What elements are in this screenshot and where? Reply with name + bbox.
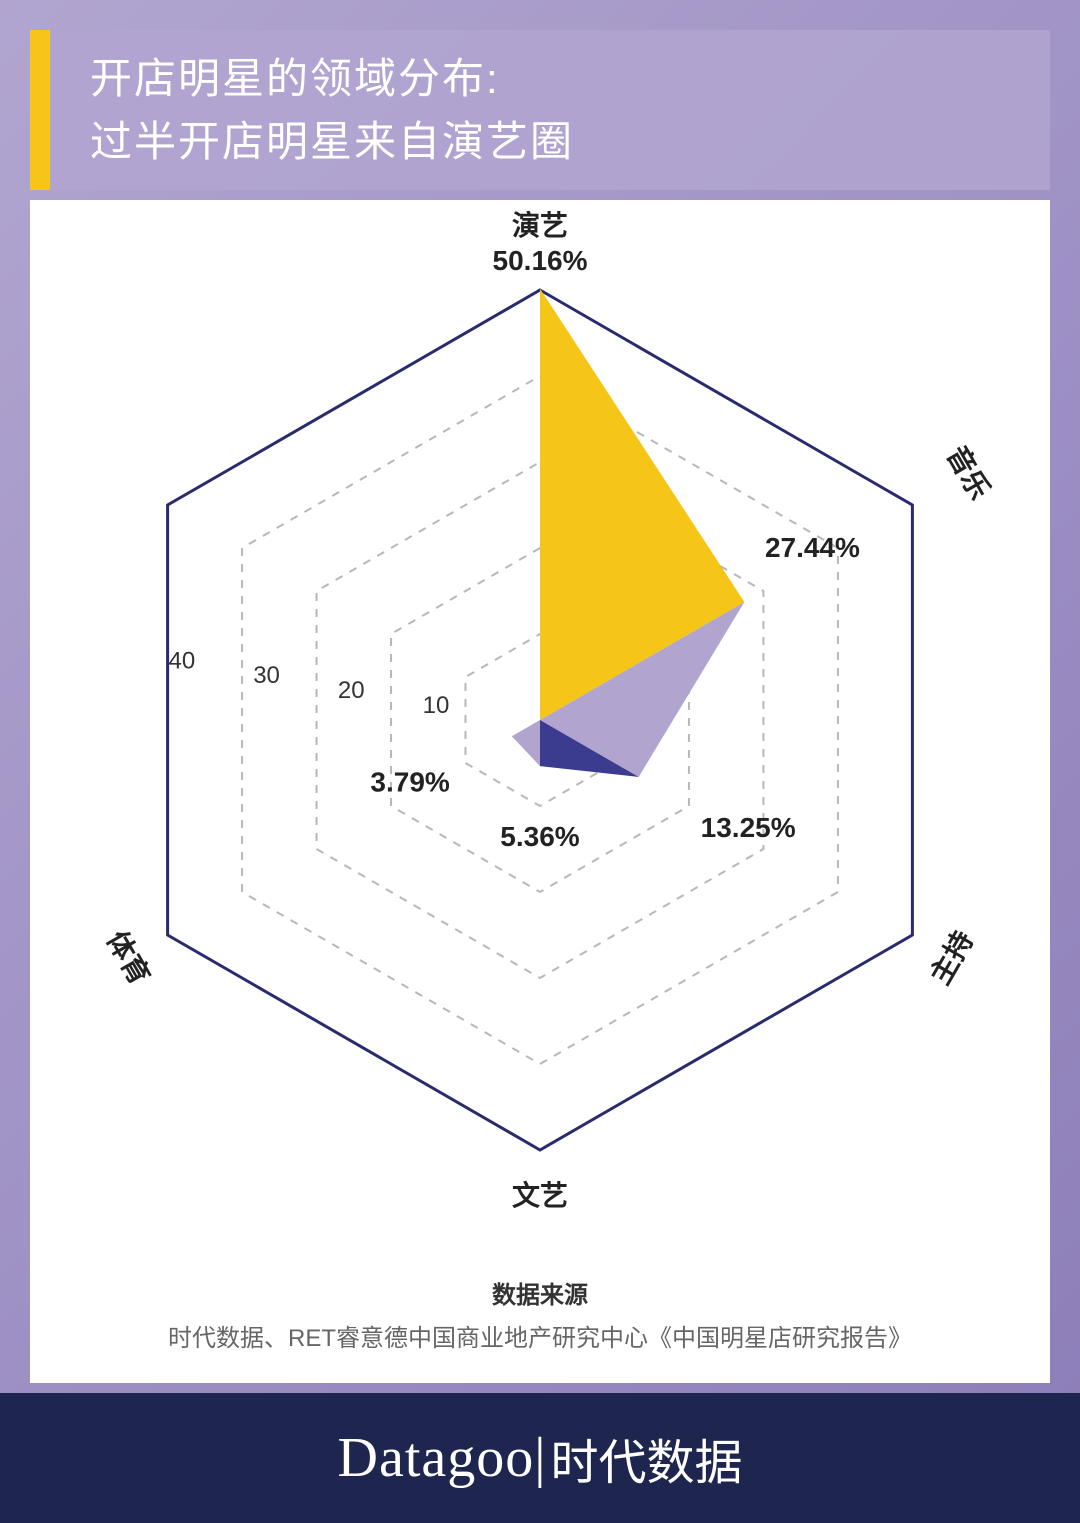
radar-segment-1 [540,289,744,720]
value-label-4: 3.79% [370,766,449,797]
title-line-1: 开店明星的领域分布: [90,55,500,102]
value-label-2: 13.25% [701,812,796,843]
title-line-2: 过半开店明星来自演艺圈 [90,118,574,165]
value-label-3: 5.36% [500,821,579,852]
footer-brand-en: Datagoo [338,1426,535,1490]
chart-panel: 10 20 30 40 演艺 50.16% 音乐 27.44% 主持 13.25% 文艺 5.36% 体… [30,200,1050,1383]
tick-label-10: 10 [423,692,450,719]
footer: Datagoo | 时代数据 [0,1393,1080,1523]
accent-bar [30,30,50,190]
radar-segment-4 [512,720,540,766]
axis-label-1: 音乐 [941,440,997,505]
header-title: 开店明星的领域分布: 过半开店明星来自演艺圈 [90,47,1010,173]
source-text: 时代数据、RET睿意德中国商业地产研究中心《中国明星店研究报告》 [30,1318,1050,1353]
radar-chart: 10 20 30 40 演艺 50.16% 音乐 27.44% 主持 13.25% 文艺 5.36% 体… [30,200,1050,1383]
source-block: 数据来源 时代数据、RET睿意德中国商业地产研究中心《中国明星店研究报告》 [30,1275,1050,1353]
tick-label-20: 20 [338,677,365,704]
axis-label-2: 主持 [924,926,979,990]
axis-label-3: 文艺 [512,1179,568,1211]
tick-label-30: 30 [253,662,280,689]
value-label-1: 27.44% [765,532,860,563]
value-label-0: 50.16% [493,245,588,276]
tick-label-40: 40 [169,647,196,674]
header: 开店明星的领域分布: 过半开店明星来自演艺圈 [50,30,1050,190]
source-label: 数据来源 [30,1275,1050,1310]
axis-label-0: 演艺 [512,209,568,241]
axis-label-4: 体育 [101,925,157,990]
footer-divider: | [534,1426,546,1490]
footer-brand-cn: 时代数据 [550,1423,742,1493]
